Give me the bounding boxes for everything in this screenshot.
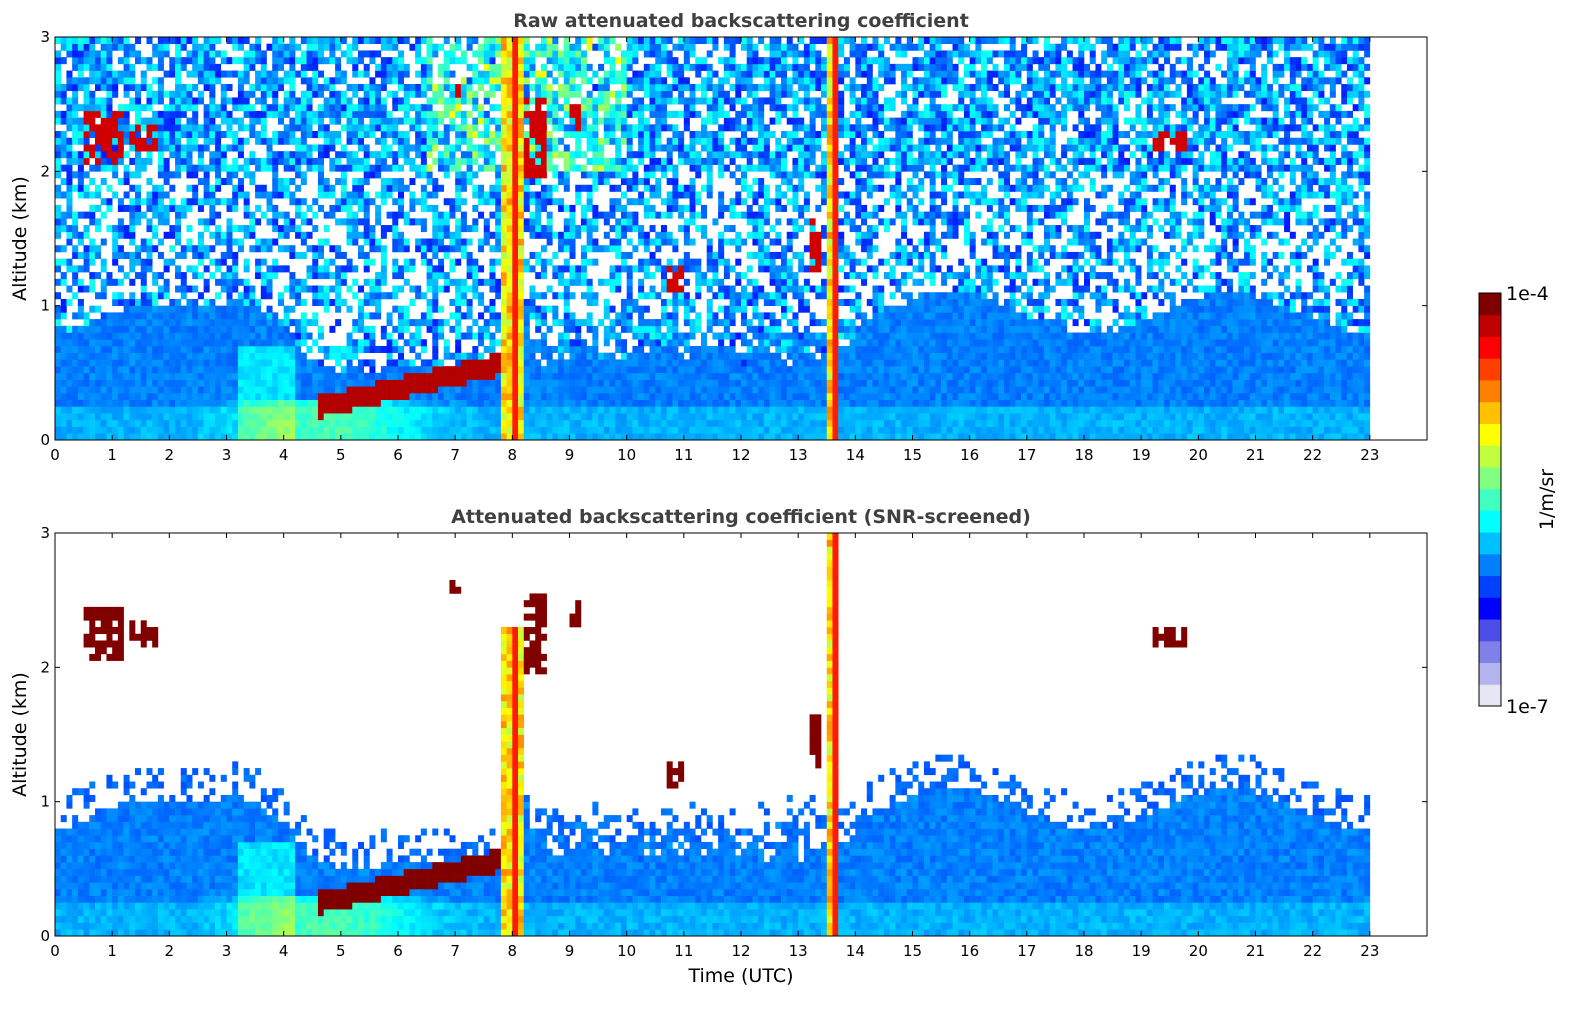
x-tick-label: 20 <box>1189 942 1208 960</box>
x-tick-label: 7 <box>450 942 460 960</box>
x-tick-label: 3 <box>222 446 232 464</box>
y-tick-label: 0 <box>40 431 50 449</box>
y-axis-label: Altitude (km) <box>9 176 31 301</box>
colorbar-swatch <box>1479 640 1501 664</box>
colorbar-swatch <box>1479 314 1501 337</box>
x-tick-label: 5 <box>336 942 346 960</box>
colorbar-swatch <box>1479 597 1501 620</box>
x-tick-label: 3 <box>222 942 232 960</box>
y-axis-label: Altitude (km) <box>9 672 31 797</box>
x-tick-label: 12 <box>731 942 750 960</box>
x-tick-label: 17 <box>1017 446 1036 464</box>
colorbar-unit-label: 1/m/sr <box>1536 469 1558 530</box>
colorbar-swatch <box>1479 662 1501 685</box>
x-tick-label: 13 <box>789 942 808 960</box>
x-tick-label: 14 <box>846 942 865 960</box>
x-axis-label: Time (UTC) <box>687 965 793 987</box>
colorbar-swatch <box>1479 488 1501 511</box>
x-tick-label: 22 <box>1303 446 1322 464</box>
x-tick-label: 4 <box>279 446 289 464</box>
x-tick-label: 16 <box>960 942 979 960</box>
x-tick-label: 10 <box>617 446 636 464</box>
x-tick-label: 12 <box>731 446 750 464</box>
chart-panel-1: 0 1 2 3 4 5 6 7 8 9 10 11 12 13 14 15 16 17 18 19 20 21 22 2301… <box>9 10 1428 464</box>
x-tick-label: 10 <box>617 942 636 960</box>
x-tick-label: 7 <box>450 446 460 464</box>
y-tick-label: 2 <box>40 658 50 676</box>
colorbar-swatch <box>1479 510 1501 533</box>
x-tick-label: 4 <box>279 942 289 960</box>
colorbar-swatch <box>1479 619 1501 642</box>
x-tick-label: 19 <box>1132 942 1151 960</box>
y-tick-label: 3 <box>40 524 50 542</box>
x-tick-label: 21 <box>1246 942 1265 960</box>
colorbar-swatch <box>1479 336 1501 359</box>
colorbar-swatch <box>1479 553 1501 577</box>
x-tick-label: 13 <box>789 446 808 464</box>
x-tick-label: 20 <box>1189 446 1208 464</box>
chart-title: Raw attenuated backscattering coefficien… <box>513 10 969 32</box>
x-tick-label: 15 <box>903 942 922 960</box>
x-tick-label: 18 <box>1074 942 1093 960</box>
x-tick-label: 0 <box>50 942 60 960</box>
x-tick-label: 8 <box>508 942 518 960</box>
x-tick-label: 18 <box>1074 446 1093 464</box>
x-tick-label: 22 <box>1303 942 1322 960</box>
y-tick-label: 0 <box>40 927 50 945</box>
y-tick-label: 1 <box>40 793 50 811</box>
x-tick-label: 2 <box>165 446 175 464</box>
x-tick-label: 0 <box>50 446 60 464</box>
colorbar-swatch <box>1479 401 1501 424</box>
x-tick-label: 2 <box>165 942 175 960</box>
y-tick-label: 3 <box>40 28 50 46</box>
x-tick-label: 19 <box>1132 446 1151 464</box>
x-tick-label: 16 <box>960 446 979 464</box>
colorbar-swatch <box>1479 379 1501 403</box>
colorbar-swatch <box>1479 293 1501 316</box>
y-tick-label: 2 <box>40 162 50 180</box>
y-tick-label: 1 <box>40 297 50 315</box>
x-tick-label: 9 <box>565 446 575 464</box>
colorbar-swatch <box>1479 532 1501 555</box>
x-tick-label: 6 <box>393 446 403 464</box>
colorbar-max-label: 1e-4 <box>1506 283 1549 305</box>
x-tick-label: 1 <box>107 446 117 464</box>
x-tick-label: 23 <box>1360 446 1379 464</box>
x-tick-label: 5 <box>336 446 346 464</box>
x-tick-label: 21 <box>1246 446 1265 464</box>
colorbar-min-label: 1e-7 <box>1506 696 1549 718</box>
x-tick-label: 23 <box>1360 942 1379 960</box>
x-tick-label: 6 <box>393 942 403 960</box>
x-tick-label: 17 <box>1017 942 1036 960</box>
colorbar-swatch <box>1479 423 1501 446</box>
colorbar-swatch <box>1479 445 1501 468</box>
heatmap-cells <box>55 37 1371 441</box>
heatmap-cells <box>55 533 1371 937</box>
x-tick-label: 14 <box>846 446 865 464</box>
colorbar-frame <box>1478 292 1502 707</box>
colorbar-swatch <box>1479 358 1501 381</box>
chart-panel-2: 0 1 2 3 4 5 6 7 8 9 10 11 12 13 14 15 16 17 18 19 20 21 22 2301… <box>9 506 1428 987</box>
colorbar: 1e-4 1e-7 1/m/sr <box>1478 283 1558 718</box>
colorbar-swatch <box>1479 466 1501 490</box>
x-tick-label: 8 <box>508 446 518 464</box>
chart-title: Attenuated backscattering coefficient (S… <box>451 506 1031 528</box>
x-tick-label: 1 <box>107 942 117 960</box>
x-tick-label: 9 <box>565 942 575 960</box>
x-tick-label: 11 <box>674 942 693 960</box>
x-tick-label: 11 <box>674 446 693 464</box>
colorbar-swatch <box>1479 684 1501 707</box>
colorbar-swatch <box>1479 575 1501 598</box>
x-tick-label: 15 <box>903 446 922 464</box>
